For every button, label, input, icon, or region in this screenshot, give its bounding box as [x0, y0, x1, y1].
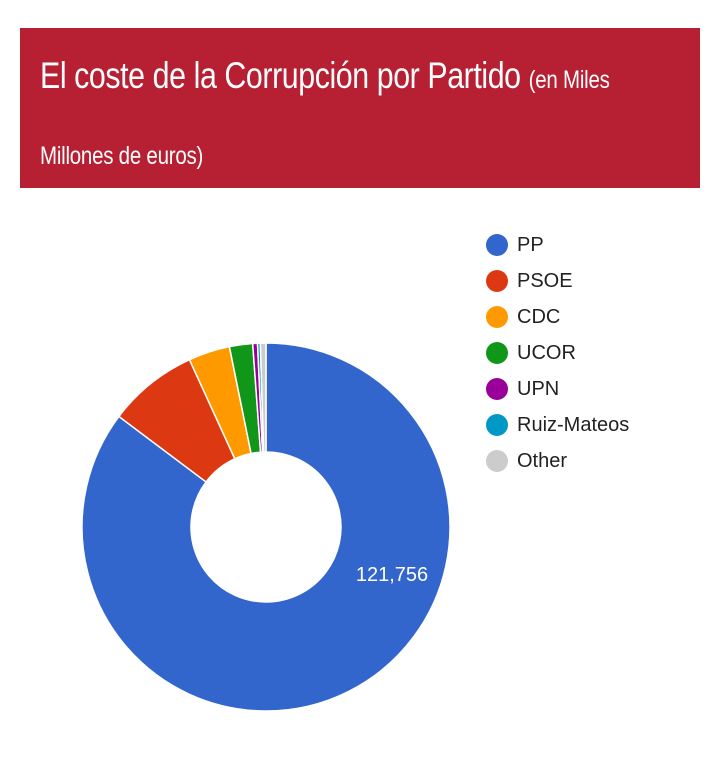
legend-swatch-pp	[486, 234, 508, 256]
legend-label-cdc: CDC	[517, 305, 561, 328]
legend-swatch-ruiz-mateos	[486, 414, 508, 436]
chart-legend: PP PSOE CDC UCOR UPN Ruiz-Mateos Other	[486, 227, 629, 479]
legend-swatch-psoe	[486, 270, 508, 292]
legend-swatch-upn	[486, 378, 508, 400]
legend-item-ruiz-mateos[interactable]: Ruiz-Mateos	[486, 407, 629, 443]
slice-other[interactable]	[259, 342, 267, 453]
legend-label-ucor: UCOR	[517, 341, 576, 364]
legend-swatch-other	[486, 450, 508, 472]
legend-label-upn: UPN	[517, 377, 560, 400]
legend-item-other[interactable]: Other	[486, 443, 629, 479]
legend-swatch-ucor	[486, 342, 508, 364]
legend-item-cdc[interactable]: CDC	[486, 299, 629, 335]
chart-title: El coste de la Corrupción por Partido	[40, 55, 521, 96]
legend-item-upn[interactable]: UPN	[486, 371, 629, 407]
legend-label-psoe: PSOE	[517, 269, 573, 292]
legend-label-ruiz-mateos: Ruiz-Mateos	[517, 413, 630, 436]
legend-label-pp: PP	[517, 233, 544, 256]
legend-item-psoe[interactable]: PSOE	[486, 263, 629, 299]
slice-pp[interactable]	[81, 342, 451, 712]
legend-item-pp[interactable]: PP	[486, 227, 629, 263]
legend-swatch-cdc	[486, 306, 508, 328]
legend-item-ucor[interactable]: UCOR	[486, 335, 629, 371]
data-label-pp: 121,756	[356, 564, 428, 586]
chart-title-banner: El coste de la Corrupción por Partido (e…	[20, 28, 700, 188]
legend-label-other: Other	[517, 449, 568, 472]
chart-subtitle: (en Miles Millones de euros)	[40, 66, 610, 170]
